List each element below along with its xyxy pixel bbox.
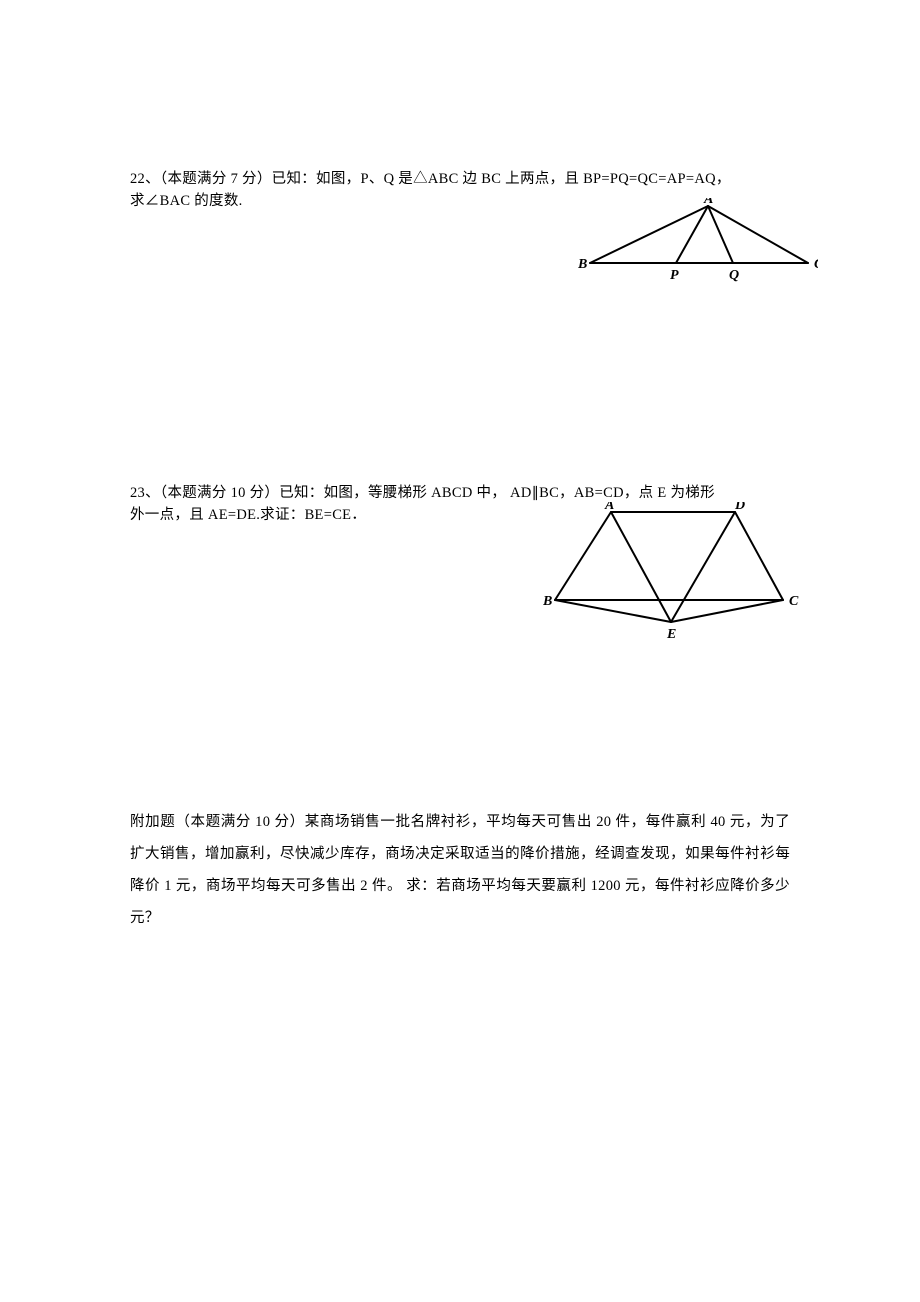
problem-22-figure: A B C P Q: [578, 198, 818, 288]
svg-text:P: P: [670, 268, 679, 283]
problem-23-figure: A D B C E: [543, 502, 803, 652]
problem-extra: 附加题（本题满分 10 分）某商场销售一批名牌衬衫，平均每天可售出 20 件，每…: [130, 806, 790, 934]
svg-text:B: B: [543, 594, 552, 609]
svg-text:D: D: [734, 502, 745, 513]
problem-23: 23、（本题满分 10 分）已知：如图，等腰梯形 ABCD 中， AD∥BC，A…: [130, 482, 790, 526]
svg-text:A: A: [604, 502, 614, 513]
svg-text:C: C: [814, 257, 818, 272]
svg-text:A: A: [703, 198, 713, 207]
svg-text:B: B: [578, 257, 587, 272]
problem-22: 22、（本题满分 7 分）已知：如图，P、Q 是△ABC 边 BC 上两点，且 …: [130, 168, 790, 212]
svg-text:C: C: [789, 594, 799, 609]
problem-23-line1: 23、（本题满分 10 分）已知：如图，等腰梯形 ABCD 中， AD∥BC，A…: [130, 485, 715, 501]
svg-text:Q: Q: [729, 268, 739, 283]
problem-22-line2: 求∠BAC 的度数.: [130, 193, 243, 209]
svg-text:E: E: [666, 627, 676, 642]
problem-22-line1: 22、（本题满分 7 分）已知：如图，P、Q 是△ABC 边 BC 上两点，且 …: [130, 171, 731, 187]
problem-extra-text: 附加题（本题满分 10 分）某商场销售一批名牌衬衫，平均每天可售出 20 件，每…: [130, 806, 790, 934]
problem-23-line2: 外一点，且 AE=DE.求证：BE=CE．: [130, 507, 366, 523]
